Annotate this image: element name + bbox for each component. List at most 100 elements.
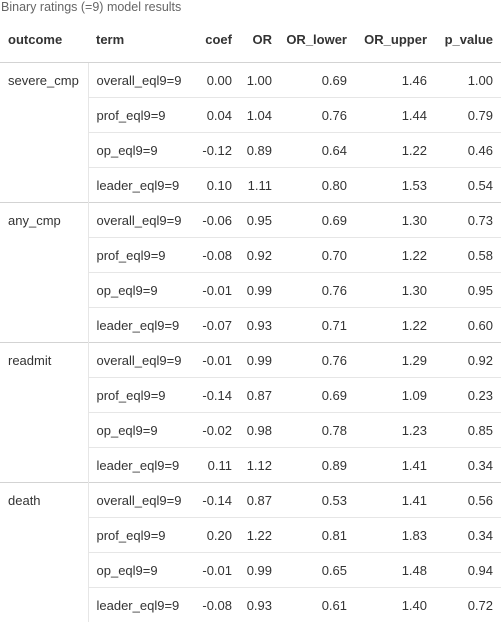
or-cell: 1.04 — [240, 98, 280, 133]
coef-cell: 0.20 — [194, 518, 240, 553]
column-header-outcome: outcome — [0, 16, 88, 63]
or-upper-cell: 1.41 — [355, 483, 435, 518]
outcome-cell: any_cmp — [0, 203, 88, 343]
table-caption: Binary ratings (=9) model results — [0, 0, 501, 16]
or-lower-cell: 0.64 — [280, 133, 355, 168]
column-header-or-lower: OR_lower — [280, 16, 355, 63]
outcome-cell: readmit — [0, 343, 88, 483]
term-cell: leader_eql9=9 — [88, 308, 194, 343]
coef-cell: -0.12 — [194, 133, 240, 168]
or-cell: 1.22 — [240, 518, 280, 553]
term-cell: overall_eql9=9 — [88, 63, 194, 98]
term-cell: overall_eql9=9 — [88, 343, 194, 378]
or-upper-cell: 1.48 — [355, 553, 435, 588]
or-cell: 0.93 — [240, 588, 280, 622]
or-upper-cell: 1.41 — [355, 448, 435, 483]
or-lower-cell: 0.61 — [280, 588, 355, 622]
or-lower-cell: 0.69 — [280, 63, 355, 98]
or-upper-cell: 1.30 — [355, 203, 435, 238]
or-upper-cell: 1.53 — [355, 168, 435, 203]
outcome-cell: severe_cmp — [0, 63, 88, 203]
coef-cell: -0.06 — [194, 203, 240, 238]
term-cell: leader_eql9=9 — [88, 168, 194, 203]
column-header-coef: coef — [194, 16, 240, 63]
or-lower-cell: 0.71 — [280, 308, 355, 343]
p-value-cell: 0.60 — [435, 308, 501, 343]
or-cell: 0.98 — [240, 413, 280, 448]
term-cell: op_eql9=9 — [88, 133, 194, 168]
term-cell: op_eql9=9 — [88, 273, 194, 308]
or-lower-cell: 0.76 — [280, 98, 355, 133]
p-value-cell: 0.58 — [435, 238, 501, 273]
coef-cell: -0.08 — [194, 238, 240, 273]
or-cell: 0.93 — [240, 308, 280, 343]
p-value-cell: 0.34 — [435, 518, 501, 553]
term-cell: overall_eql9=9 — [88, 203, 194, 238]
coef-cell: -0.01 — [194, 343, 240, 378]
or-cell: 0.87 — [240, 378, 280, 413]
coef-cell: -0.07 — [194, 308, 240, 343]
coef-cell: -0.14 — [194, 378, 240, 413]
term-cell: op_eql9=9 — [88, 553, 194, 588]
or-lower-cell: 0.69 — [280, 203, 355, 238]
column-header-or: OR — [240, 16, 280, 63]
p-value-cell: 0.95 — [435, 273, 501, 308]
p-value-cell: 0.54 — [435, 168, 501, 203]
or-upper-cell: 1.30 — [355, 273, 435, 308]
p-value-cell: 0.34 — [435, 448, 501, 483]
or-upper-cell: 1.23 — [355, 413, 435, 448]
p-value-cell: 0.46 — [435, 133, 501, 168]
or-cell: 0.99 — [240, 273, 280, 308]
or-lower-cell: 0.76 — [280, 273, 355, 308]
or-cell: 0.92 — [240, 238, 280, 273]
coef-cell: -0.08 — [194, 588, 240, 622]
or-cell: 0.99 — [240, 553, 280, 588]
or-upper-cell: 1.46 — [355, 63, 435, 98]
outcome-cell: death — [0, 483, 88, 622]
term-cell: prof_eql9=9 — [88, 518, 194, 553]
coef-cell: -0.01 — [194, 273, 240, 308]
or-lower-cell: 0.78 — [280, 413, 355, 448]
column-header-p-value: p_value — [435, 16, 501, 63]
or-upper-cell: 1.09 — [355, 378, 435, 413]
or-lower-cell: 0.81 — [280, 518, 355, 553]
coef-cell: 0.00 — [194, 63, 240, 98]
term-cell: op_eql9=9 — [88, 413, 194, 448]
or-lower-cell: 0.70 — [280, 238, 355, 273]
results-table: outcome term coef OR OR_lower OR_upper p… — [0, 16, 501, 622]
or-upper-cell: 1.22 — [355, 308, 435, 343]
or-cell: 0.89 — [240, 133, 280, 168]
or-upper-cell: 1.22 — [355, 238, 435, 273]
term-cell: overall_eql9=9 — [88, 483, 194, 518]
or-upper-cell: 1.40 — [355, 588, 435, 622]
coef-cell: -0.01 — [194, 553, 240, 588]
term-cell: leader_eql9=9 — [88, 448, 194, 483]
p-value-cell: 0.73 — [435, 203, 501, 238]
or-cell: 1.11 — [240, 168, 280, 203]
term-cell: prof_eql9=9 — [88, 98, 194, 133]
column-header-or-upper: OR_upper — [355, 16, 435, 63]
coef-cell: 0.04 — [194, 98, 240, 133]
or-lower-cell: 0.80 — [280, 168, 355, 203]
or-upper-cell: 1.29 — [355, 343, 435, 378]
or-lower-cell: 0.89 — [280, 448, 355, 483]
term-cell: prof_eql9=9 — [88, 378, 194, 413]
p-value-cell: 0.23 — [435, 378, 501, 413]
coef-cell: -0.14 — [194, 483, 240, 518]
coef-cell: 0.11 — [194, 448, 240, 483]
or-lower-cell: 0.53 — [280, 483, 355, 518]
or-upper-cell: 1.22 — [355, 133, 435, 168]
or-cell: 0.87 — [240, 483, 280, 518]
term-cell: leader_eql9=9 — [88, 588, 194, 622]
term-cell: prof_eql9=9 — [88, 238, 194, 273]
or-upper-cell: 1.83 — [355, 518, 435, 553]
p-value-cell: 0.85 — [435, 413, 501, 448]
or-cell: 0.95 — [240, 203, 280, 238]
p-value-cell: 1.00 — [435, 63, 501, 98]
or-cell: 1.00 — [240, 63, 280, 98]
